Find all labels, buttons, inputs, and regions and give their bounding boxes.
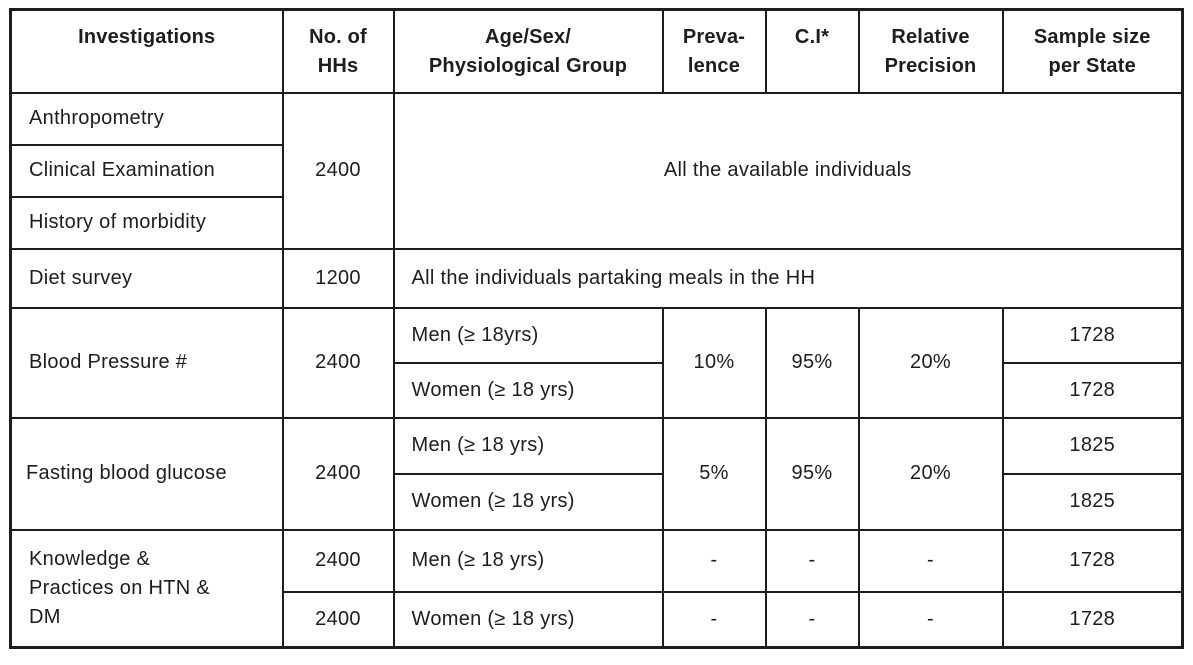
cell-fbg-women-group: Women (≥ 18 yrs) <box>392 472 664 531</box>
cell-knowledge-women-group: Women (≥ 18 yrs) <box>392 590 664 649</box>
cell-knowledge-men-relative-precision: - <box>857 528 1004 593</box>
header-cell-relative-precision: Relative Precision <box>857 8 1004 94</box>
table-row-clinical-examination: Clinical Examination <box>9 143 1183 198</box>
table-row-fasting-glucose-men: Fasting blood glucose 2400 Men (≥ 18 yrs… <box>9 416 1184 531</box>
header-cell-prevalence: Preva- lence <box>661 8 767 94</box>
cell-knowledge-men-group: Men (≥ 18 yrs) <box>392 528 664 593</box>
cell-fbg-hhs: 2400 <box>281 416 395 531</box>
cell-diet-survey-hhs: 1200 <box>281 247 395 309</box>
table-row-diet-survey: Diet survey 1200 All the individuals par… <box>9 247 1184 309</box>
cell-knowledge-women-hhs: 2400 <box>281 590 395 649</box>
header-cell-ci: C.I* <box>764 8 860 94</box>
header-cell-age-sex-group: Age/Sex/ Physiological Group <box>392 8 664 94</box>
cell-knowledge-women-prevalence: - <box>661 590 767 649</box>
cell-knowledge-men-sample-size: 1728 <box>1001 528 1184 593</box>
table-row-anthropometry: Anthropometry 2400 All the available ind… <box>9 91 1184 250</box>
cell-blood-pressure: Blood Pressure # <box>9 306 284 419</box>
table-row-fasting-glucose-women: Women (≥ 18 yrs) 1825 <box>11 472 1184 531</box>
cell-clinical-examination: Clinical Examination <box>9 143 284 198</box>
cell-anthropometry: Anthropometry <box>9 91 284 146</box>
cell-fasting-blood-glucose: Fasting blood glucose <box>9 416 284 531</box>
survey-sampling-table: Investigations No. of HHs Age/Sex/ Physi… <box>9 8 1184 649</box>
cell-knowledge-women-relative-precision: - <box>857 590 1004 649</box>
header-cell-sample-size: Sample size per State <box>1001 8 1184 94</box>
cell-blood-pressure-hhs: 2400 <box>281 306 395 419</box>
header-cell-no-of-hhs: No. of HHs <box>281 8 395 94</box>
cell-anthro-block-group: All the available individuals <box>392 91 1184 250</box>
cell-fbg-relative-precision: 20% <box>857 416 1004 531</box>
cell-knowledge-men-ci: - <box>764 528 860 593</box>
cell-bp-men-group: Men (≥ 18yrs) <box>392 306 664 364</box>
cell-knowledge-men-prevalence: - <box>661 528 767 593</box>
cell-knowledge-practices: Knowledge & Practices on HTN & DM <box>9 528 284 649</box>
cell-knowledge-women-sample-size: 1728 <box>1001 590 1184 649</box>
table-row-knowledge-men: Knowledge & Practices on HTN & DM 2400 M… <box>9 528 1184 649</box>
cell-fbg-prevalence: 5% <box>661 416 767 531</box>
cell-bp-women-group: Women (≥ 18 yrs) <box>392 361 664 419</box>
header-cell-investigations: Investigations <box>9 8 284 94</box>
table-row-blood-pressure-women: Women (≥ 18 yrs) 1728 <box>11 361 1184 419</box>
table-row-blood-pressure-men: Blood Pressure # 2400 Men (≥ 18yrs) 10% … <box>9 306 1184 419</box>
cell-fbg-women-sample-size: 1825 <box>1001 472 1184 531</box>
cell-history-of-morbidity: History of morbidity <box>9 195 284 250</box>
cell-knowledge-men-hhs: 2400 <box>281 528 395 593</box>
cell-bp-prevalence: 10% <box>661 306 767 419</box>
cell-bp-men-sample-size: 1728 <box>1001 306 1184 364</box>
cell-bp-relative-precision: 20% <box>857 306 1004 419</box>
cell-fbg-men-sample-size: 1825 <box>1001 416 1184 475</box>
cell-bp-ci: 95% <box>764 306 860 419</box>
header-row: Investigations No. of HHs Age/Sex/ Physi… <box>9 8 1184 94</box>
cell-diet-survey: Diet survey <box>9 247 284 309</box>
cell-fbg-men-group: Men (≥ 18 yrs) <box>392 416 664 475</box>
cell-diet-survey-group: All the individuals partaking meals in t… <box>392 247 1184 309</box>
table-row-history-of-morbidity: History of morbidity <box>9 195 1183 250</box>
cell-fbg-ci: 95% <box>764 416 860 531</box>
cell-knowledge-women-ci: - <box>764 590 860 649</box>
table-row-knowledge-women: 2400 Women (≥ 18 yrs) - - - 1728 <box>11 590 1184 649</box>
cell-anthro-block-hhs: 2400 <box>281 91 395 250</box>
cell-bp-women-sample-size: 1728 <box>1001 361 1184 419</box>
